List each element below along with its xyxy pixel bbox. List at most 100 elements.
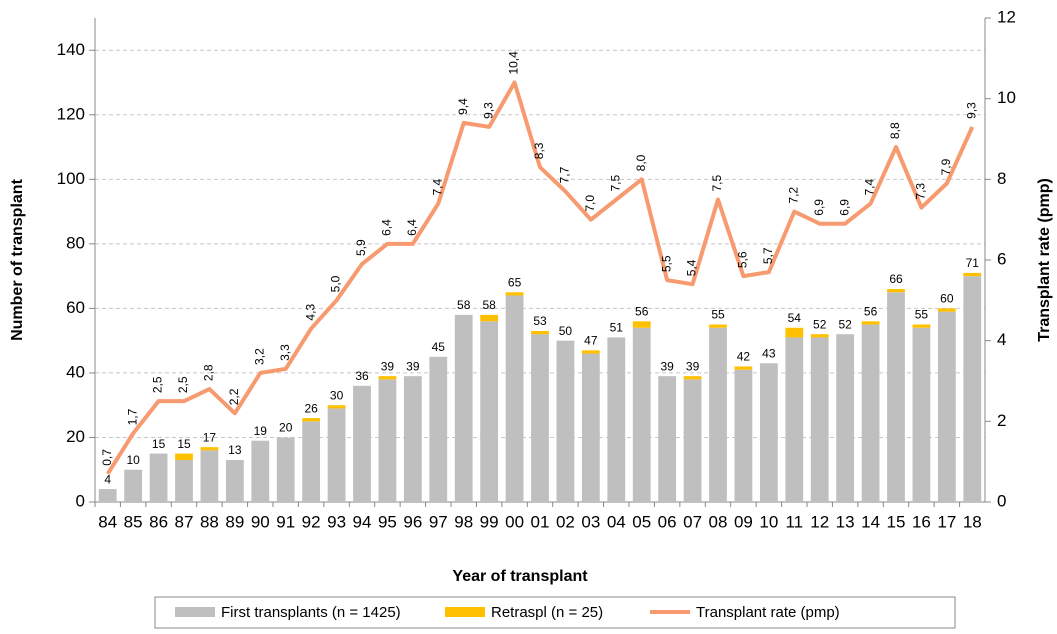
bar-total-label: 71 [966, 256, 980, 270]
bar-total-label: 45 [432, 340, 446, 354]
bar-total-label: 55 [711, 308, 725, 322]
y-tick-label: 140 [57, 40, 85, 59]
x-tick-label: 91 [276, 512, 295, 531]
bar [836, 334, 855, 502]
legend-box [154, 596, 956, 629]
bar-total-label: 58 [482, 298, 496, 312]
x-tick-label: 02 [556, 512, 575, 531]
bar [581, 353, 600, 502]
line-value-label: 2,5 [151, 376, 165, 393]
bar [378, 379, 397, 502]
bar [861, 324, 880, 502]
bar [556, 340, 575, 502]
bar [200, 447, 219, 451]
x-tick-label: 10 [759, 512, 778, 531]
bar [963, 272, 982, 277]
line-value-label: 5,5 [659, 255, 673, 272]
legend-label: Retraspl (n = 25) [491, 604, 603, 621]
x-tick-label: 87 [175, 512, 194, 531]
line-value-label: 7,0 [583, 195, 597, 212]
bar [785, 337, 804, 502]
x-tick-label: 89 [225, 512, 244, 531]
y-tick-label: 0 [76, 491, 85, 510]
bar [200, 450, 219, 502]
bar [276, 437, 295, 502]
bar [454, 314, 473, 502]
x-axis-title: Year of transplant [452, 568, 588, 585]
y-axis-title: Number of transplant [9, 178, 26, 340]
x-tick-label: 17 [937, 512, 956, 531]
line-value-label: 6,4 [380, 219, 394, 236]
bar [302, 421, 321, 502]
legend-label: First transplants (n = 1425) [221, 604, 401, 621]
bar [175, 460, 193, 502]
bar-total-label: 51 [610, 321, 624, 335]
line-value-label: 5,0 [329, 275, 343, 292]
line-value-label: 7,5 [608, 174, 622, 191]
line-value-label: 4,3 [303, 304, 317, 321]
x-tick-label: 98 [454, 512, 473, 531]
line-value-label: 5,4 [685, 259, 699, 276]
bar [912, 324, 931, 328]
bar-total-label: 60 [940, 292, 954, 306]
line-value-label: 8,8 [888, 122, 902, 139]
bar-total-label: 39 [660, 359, 674, 373]
x-tick-label: 05 [632, 512, 651, 531]
line-value-label: 2,5 [176, 376, 190, 393]
bar [734, 369, 753, 502]
y-tick-label: 120 [57, 104, 85, 123]
line-value-label: 7,4 [863, 179, 877, 196]
x-tick-label: 07 [683, 512, 702, 531]
x-tick-label: 94 [353, 512, 372, 531]
bar-total-label: 10 [126, 453, 140, 467]
bar-total-label: 30 [330, 388, 344, 402]
bar [709, 324, 727, 328]
bar [327, 405, 346, 409]
bar [632, 327, 651, 502]
bar [861, 321, 880, 325]
x-tick-label: 01 [531, 512, 550, 531]
bar [887, 292, 905, 502]
line-value-label: 3,2 [252, 348, 266, 365]
bar [937, 311, 956, 502]
line-value-label: 7,3 [914, 183, 928, 200]
bar [963, 276, 982, 502]
line-value-label: 8,0 [634, 154, 648, 171]
bar [810, 334, 829, 338]
bar-total-label: 54 [788, 311, 802, 325]
line-value-label: 6,4 [405, 219, 419, 236]
x-tick-label: 04 [607, 512, 626, 531]
bar-total-label: 36 [355, 369, 369, 383]
y-tick-label: 100 [57, 169, 85, 188]
bar [403, 376, 422, 502]
x-tick-label: 84 [98, 512, 117, 531]
y2-tick-label: 10 [997, 88, 1016, 107]
bar-total-label: 55 [915, 308, 929, 322]
bar [810, 337, 829, 502]
line-value-label: 7,4 [430, 179, 444, 196]
line-value-label: 9,3 [481, 102, 495, 119]
bar [327, 408, 346, 502]
x-tick-label: 09 [734, 512, 753, 531]
bar [429, 356, 448, 502]
bar-total-label: 39 [406, 359, 420, 373]
bar [531, 334, 549, 502]
x-tick-label: 93 [327, 512, 346, 531]
bar [658, 376, 677, 502]
line-value-label: 2,8 [202, 364, 216, 381]
bar [734, 366, 753, 370]
bar-total-label: 66 [889, 272, 903, 286]
x-tick-label: 12 [810, 512, 829, 531]
bar [912, 327, 931, 502]
x-tick-label: 03 [581, 512, 600, 531]
bar [683, 379, 702, 502]
bar-total-label: 56 [864, 304, 878, 318]
bar-total-label: 50 [559, 324, 573, 338]
line-value-label: 7,5 [710, 174, 724, 191]
legend-label: Transplant rate (pmp) [696, 604, 840, 621]
y2-tick-label: 4 [997, 330, 1006, 349]
bar [531, 330, 549, 335]
y2-tick-label: 12 [997, 7, 1016, 26]
bar [887, 289, 905, 293]
